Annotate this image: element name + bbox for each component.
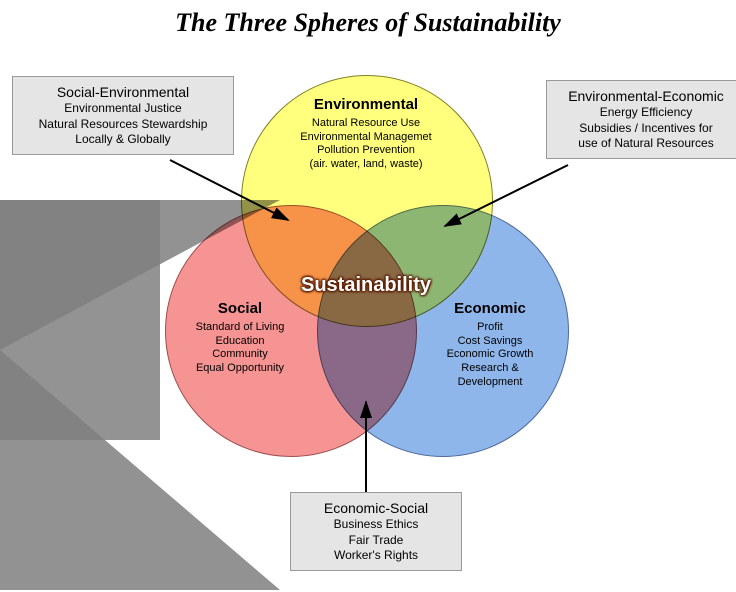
sphere-line: Economic Growth — [447, 348, 534, 360]
diagram-stage: The Three Spheres of Sustainability Sust… — [0, 0, 736, 592]
callout-line: use of Natural Resources — [578, 136, 713, 150]
callout-line: Business Ethics — [334, 517, 419, 531]
callout-environmental-economic: Environmental-Economic Energy Efficiency… — [546, 80, 736, 159]
sphere-line: Education — [216, 335, 265, 347]
sphere-line: (air. water, land, waste) — [309, 158, 422, 170]
sphere-line: Environmental Managemet — [300, 131, 431, 143]
callout-title: Economic-Social — [301, 499, 451, 517]
sphere-title: Environmental — [288, 96, 444, 115]
sphere-line: Standard of Living — [196, 321, 285, 333]
page-title: The Three Spheres of Sustainability — [0, 8, 736, 38]
sphere-economic: Economic Profit Cost Savings Economic Gr… — [420, 300, 560, 390]
callout-title: Environmental-Economic — [557, 87, 735, 105]
callout-line: Subsidies / Incentives for — [579, 121, 712, 135]
sphere-line: Research & — [461, 362, 518, 374]
callout-line: Environmental Justice — [64, 101, 181, 115]
callout-title: Social-Environmental — [23, 83, 223, 101]
sphere-title: Economic — [420, 300, 560, 319]
sphere-line: Pollution Prevention — [317, 144, 415, 156]
sphere-title: Social — [170, 300, 310, 319]
sphere-line: Development — [458, 376, 523, 388]
callout-line: Locally & Globally — [75, 132, 170, 146]
sphere-line: Equal Opportunity — [196, 362, 284, 374]
center-label: Sustainability — [280, 274, 452, 297]
sphere-social: Social Standard of Living Education Comm… — [170, 300, 310, 376]
callout-line: Energy Efficiency — [600, 105, 693, 119]
callout-line: Worker's Rights — [334, 548, 418, 562]
sphere-line: Cost Savings — [458, 335, 523, 347]
sphere-line: Profit — [477, 321, 503, 333]
sphere-line: Natural Resource Use — [312, 117, 420, 129]
callout-economic-social: Economic-Social Business Ethics Fair Tra… — [290, 492, 462, 571]
callout-line: Natural Resources Stewardship — [39, 117, 208, 131]
callout-line: Fair Trade — [349, 533, 404, 547]
sphere-environmental: Environmental Natural Resource Use Envir… — [288, 96, 444, 172]
callout-social-environmental: Social-Environmental Environmental Justi… — [12, 76, 234, 155]
sphere-line: Community — [212, 348, 268, 360]
